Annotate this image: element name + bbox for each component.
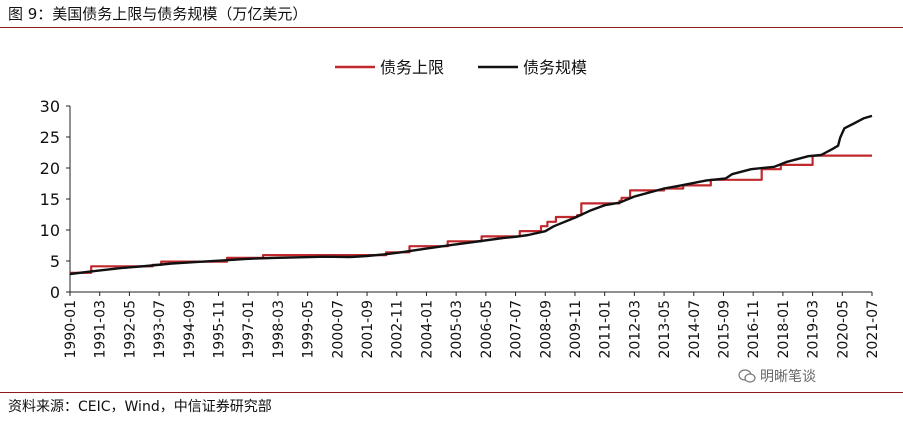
series-line-debt-ceiling — [70, 154, 872, 274]
x-tick-label: 1999-05 — [301, 300, 317, 359]
x-tick-label: 2012-03 — [627, 300, 643, 359]
x-tick-label: 2016-11 — [746, 300, 762, 359]
x-axis: 1990-01 1991-03 1992-05 1993-07 1994-09 1995-… — [63, 291, 881, 359]
x-tick-label: 2001-09 — [360, 300, 376, 359]
source-note: 资料来源：CEIC，Wind，中信证券研究部 — [8, 399, 272, 415]
chart-title: 图 9：美国债务上限与债务规模（万亿美元） — [8, 5, 308, 23]
line-chart: 债务上限 债务规模 0 5 10 15 20 25 30 1990-01 1991-03 1992… — [40, 58, 881, 359]
x-tick-label: 2013-05 — [657, 300, 673, 359]
top-divider — [0, 27, 903, 28]
x-tick-label: 1990-01 — [63, 300, 79, 359]
legend-label: 债务规模 — [523, 58, 587, 77]
y-tick-label: 25 — [40, 128, 60, 147]
wechat-icon — [738, 369, 756, 383]
x-tick-label: 2009-11 — [568, 300, 584, 359]
y-axis: 0 5 10 15 20 25 30 — [40, 97, 71, 302]
y-tick-label: 20 — [40, 159, 60, 178]
x-tick-label: 2021-07 — [865, 300, 881, 359]
x-tick-label: 2002-11 — [390, 300, 406, 359]
plot-area — [69, 114, 873, 276]
x-tick-label: 2015-09 — [716, 300, 732, 359]
x-tick-label: 2014-07 — [687, 300, 703, 359]
watermark: 明晰笔谈 — [738, 366, 816, 386]
x-tick-label: 1994-09 — [182, 300, 198, 359]
x-tick-label: 1997-01 — [241, 300, 257, 359]
x-tick-label: 1993-07 — [152, 300, 168, 359]
y-tick-label: 30 — [40, 97, 60, 116]
bottom-divider — [0, 392, 903, 393]
x-tick-label: 2004-01 — [419, 300, 435, 359]
x-tick-label: 2011-01 — [598, 300, 614, 359]
x-tick-label: 2018-01 — [776, 300, 792, 359]
y-tick-label: 10 — [40, 221, 60, 240]
x-tick-label: 2019-03 — [806, 300, 822, 359]
x-tick-label: 2005-03 — [449, 300, 465, 359]
y-tick-label: 0 — [50, 283, 60, 302]
x-tick-label: 2000-07 — [330, 300, 346, 359]
series-line-debt-size — [69, 114, 873, 276]
x-tick-label: 1991-03 — [93, 300, 109, 359]
y-tick-label: 15 — [40, 190, 60, 209]
x-tick-label: 2008-09 — [538, 300, 554, 359]
x-tick-label: 2006-05 — [479, 300, 495, 359]
x-tick-label: 1998-03 — [271, 300, 287, 359]
x-tick-label: 1995-11 — [212, 300, 228, 359]
y-tick-label: 5 — [50, 252, 60, 271]
x-tick-label: 2020-05 — [835, 300, 851, 359]
legend: 债务上限 债务规模 — [335, 58, 587, 77]
x-tick-label: 1992-05 — [122, 300, 138, 359]
legend-label: 债务上限 — [380, 58, 444, 77]
x-tick-label: 2007-07 — [509, 300, 525, 359]
watermark-text: 明晰笔谈 — [760, 369, 816, 385]
